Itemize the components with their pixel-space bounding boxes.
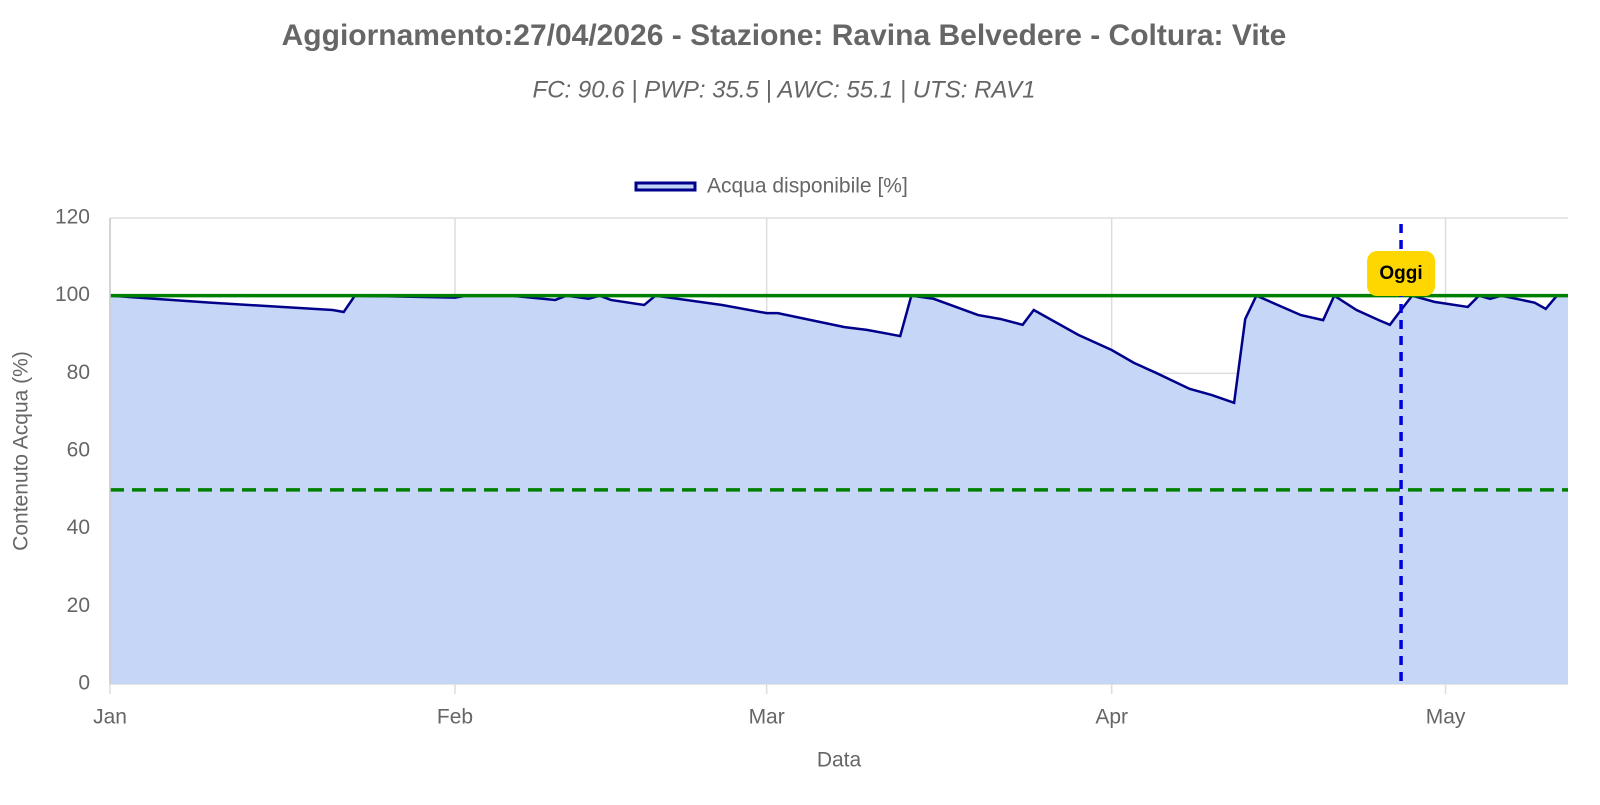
y-tick-label: 40 [67,516,90,539]
chart-subtitle: FC: 90.6 | PWP: 35.5 | AWC: 55.1 | UTS: … [533,76,1036,103]
legend-label: Acqua disponibile [%] [707,175,908,198]
y-axis-title: Contenuto Acqua (%) [10,351,33,551]
y-tick-label: 80 [67,361,90,384]
x-tick-label: May [1426,706,1466,729]
y-tick-label: 0 [78,672,90,695]
x-tick-label: Feb [437,706,473,729]
today-label-box [1367,251,1436,296]
x-tick-label: Jan [93,706,127,729]
y-tick-label: 60 [67,439,90,462]
x-tick-label: Apr [1095,706,1128,729]
legend-swatch [634,181,697,192]
x-axis-title: Data [817,749,862,772]
y-tick-label: 120 [55,206,90,229]
chart-title: Aggiornamento:27/04/2026 - Stazione: Rav… [282,19,1287,52]
x-tick-label: Mar [749,706,785,729]
today-label: Oggi [1379,263,1422,284]
y-tick-label: 20 [67,594,90,617]
y-tick-label: 100 [55,283,90,306]
